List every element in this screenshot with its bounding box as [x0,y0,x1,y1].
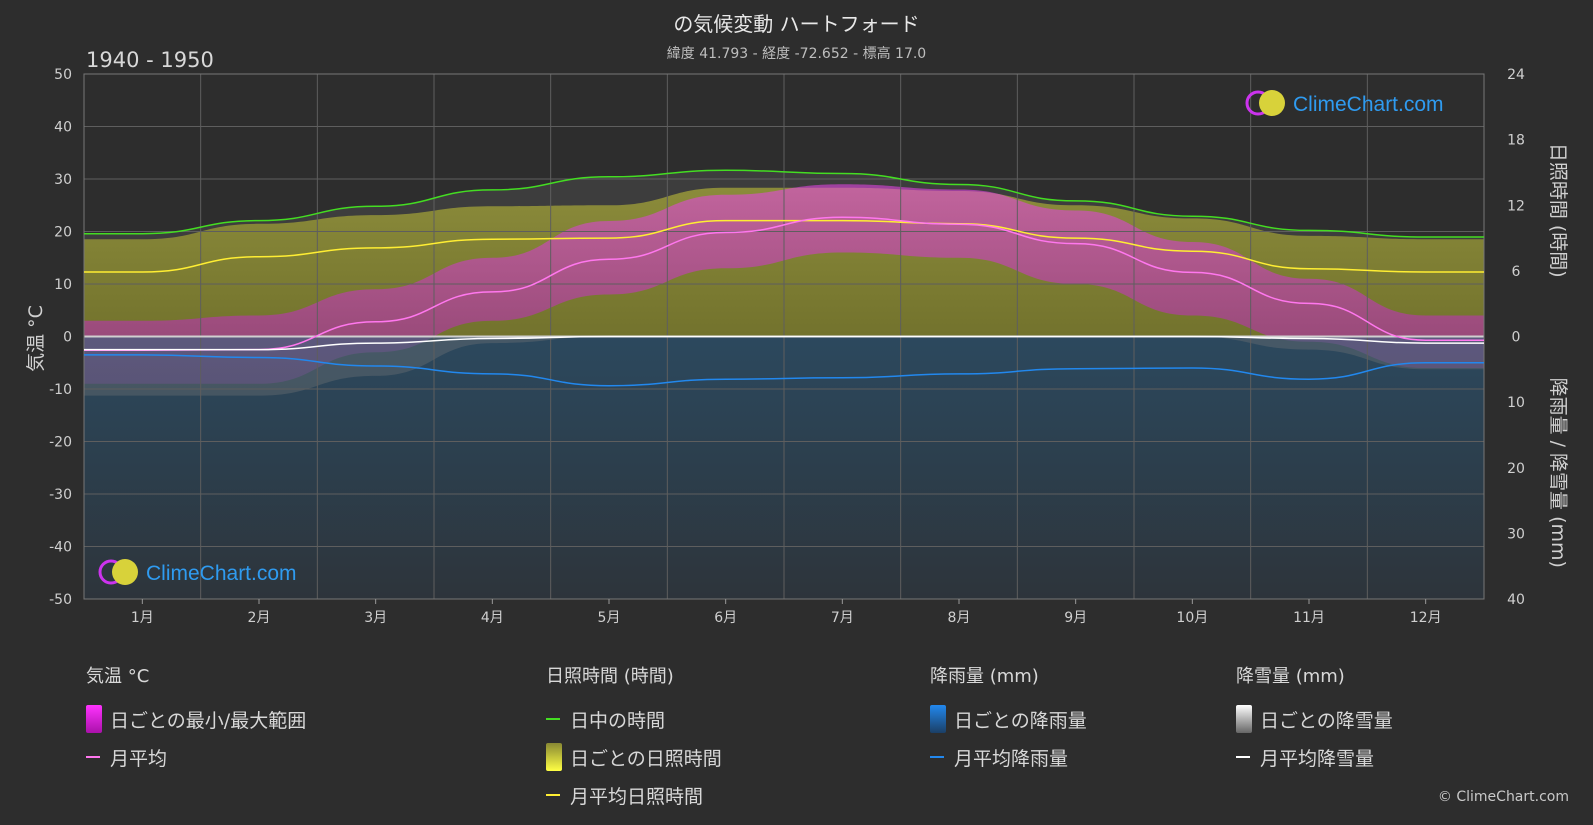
y-tick-label: -10 [49,382,72,398]
x-tick-label: 6月 [714,610,737,626]
line-swatch-icon [1236,756,1250,758]
legend-heading: 日照時間 (時間) [546,666,674,687]
logo-text: ClimeChart.com [1293,93,1444,116]
legend-item: 日ごとの降雨量 [930,700,1087,738]
y2-tick-label: 24 [1507,67,1525,83]
rain-swatch-icon [930,705,946,733]
y-tick-label: -40 [49,540,72,556]
logo-sun-icon [112,559,138,585]
line-swatch-icon [86,756,100,758]
sun-swatch-icon [546,743,562,771]
legend-label: 日ごとの日照時間 [570,747,722,770]
logo-text: ClimeChart.com [146,562,297,585]
x-tick-label: 3月 [364,610,387,626]
y-tick-label: 20 [54,225,72,241]
x-tick-label: 8月 [948,610,971,626]
legend-label: 日中の時間 [570,709,666,732]
legend-item: 日ごとの最小/最大範囲 [86,700,306,738]
legend-label: 日ごとの最小/最大範囲 [110,709,307,732]
legend-label: 月平均日照時間 [570,785,704,808]
y3-tick-label: 40 [1507,592,1525,608]
rain-avg-line [84,354,1484,387]
x-tick-label: 1月 [131,610,154,626]
period-label: 1940 - 1950 [86,48,214,72]
y-tick-label: 0 [63,330,72,346]
x-tick-label: 11月 [1293,610,1325,626]
y2-tick-label: 18 [1507,133,1525,149]
legend-label: 月平均降雪量 [1260,747,1375,770]
line-swatch-icon [546,718,560,720]
legend-rain: 降雨量 (mm) 日ごとの降雨量 月平均降雨量 [930,662,1087,776]
y-tick-label: -50 [49,592,72,608]
snow-avg-line [84,335,1484,351]
x-tick-label: 2月 [248,610,271,626]
legend-item: 日中の時間 [546,700,722,738]
daylight-line [84,169,1484,238]
legend-sunshine: 日照時間 (時間) 日中の時間 日ごとの日照時間 月平均日照時間 [546,662,722,814]
legend-label: 月平均降雨量 [954,747,1069,770]
legend-heading: 降雨量 (mm) [930,666,1039,687]
legend-label: 日ごとの降雪量 [1260,709,1393,732]
logo-top: ClimeChart.com [1245,90,1444,116]
x-tick-label: 10月 [1176,610,1208,626]
legend-item: 日ごとの降雪量 [1236,700,1393,738]
x-tick-label: 5月 [598,610,621,626]
y-tick-label: 30 [54,172,72,188]
y3-axis-title: 降雨量 / 降雪量 (mm) [1547,378,1569,568]
snow-swatch-icon [1236,705,1252,733]
x-tick-label: 9月 [1064,610,1087,626]
y2-tick-label: 6 [1512,264,1521,280]
legend-item: 月平均 [86,738,306,776]
logo-bottom: ClimeChart.com [98,559,297,585]
y-tick-label: 50 [54,67,72,83]
temperature-avg-line [83,216,1484,351]
line-swatch-icon [930,756,944,758]
legend-heading: 気温 °C [86,666,150,687]
x-tick-label: 7月 [831,610,854,626]
range-swatch-icon [86,705,102,733]
legend-label: 日ごとの降雨量 [954,709,1087,732]
y2-tick-label: 0 [1512,330,1521,346]
chart-subtitle: 緯度 41.793 - 経度 -72.652 - 標高 17.0 [666,46,927,62]
x-tick-label: 12月 [1410,610,1442,626]
y-axis-title: 気温 °C [25,305,47,372]
y2-tick-label: 12 [1507,198,1525,214]
legend-item: 月平均降雪量 [1236,738,1393,776]
x-tick-label: 4月 [481,610,504,626]
y3-tick-label: 10 [1507,395,1525,411]
copyright: © ClimeChart.com [1437,789,1569,805]
y-tick-label: 40 [54,120,72,136]
y2-axis-title: 日照時間 (時間) [1547,143,1569,278]
sunshine-avg-line [84,219,1484,273]
plot-frame [83,73,1485,600]
chart-title: の気候変動 ハートフォード [673,12,920,36]
climate-chart: 50 40 30 20 10 0 -10 -20 -30 -40 -50 24 18 12 6 0 10 20 30… [25,67,1569,626]
y-tick-label: -30 [49,487,72,503]
legend-item: 月平均降雨量 [930,738,1087,776]
legend-temperature: 気温 °C 日ごとの最小/最大範囲 月平均 [86,662,306,776]
y3-tick-label: 20 [1507,461,1525,477]
legend-heading: 降雪量 (mm) [1236,666,1345,687]
y-tick-label: 10 [54,277,72,293]
y-tick-label: -20 [49,435,72,451]
legend-item: 日ごとの日照時間 [546,738,722,776]
legend-snow: 降雪量 (mm) 日ごとの降雪量 月平均降雪量 [1236,662,1393,776]
line-swatch-icon [546,794,560,796]
logo-sun-icon [1259,90,1285,116]
legend-item: 月平均日照時間 [546,776,722,814]
legend-label: 月平均 [110,747,168,770]
y3-tick-label: 30 [1507,526,1525,542]
